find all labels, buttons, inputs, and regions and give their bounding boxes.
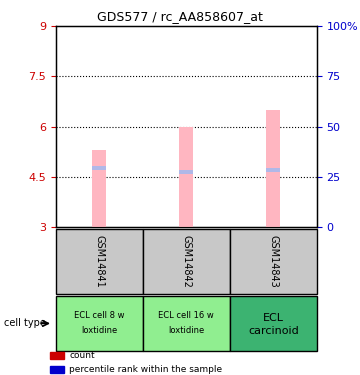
Text: GSM14841: GSM14841 xyxy=(94,235,104,288)
Text: count: count xyxy=(69,351,95,360)
Text: loxtidine: loxtidine xyxy=(168,326,204,334)
Text: GSM14842: GSM14842 xyxy=(181,235,191,288)
Text: percentile rank within the sample: percentile rank within the sample xyxy=(69,365,222,374)
Bar xyxy=(230,296,317,351)
Bar xyxy=(56,229,143,294)
Text: ECL cell 16 w: ECL cell 16 w xyxy=(158,310,214,320)
Bar xyxy=(92,166,106,170)
Bar xyxy=(179,127,193,227)
Bar xyxy=(143,229,230,294)
Bar xyxy=(230,229,317,294)
Bar xyxy=(143,296,230,351)
Bar xyxy=(266,168,280,172)
Text: ECL cell 8 w: ECL cell 8 w xyxy=(74,310,125,320)
Text: cell type: cell type xyxy=(4,318,45,328)
Bar xyxy=(92,150,106,227)
Text: ECL: ECL xyxy=(263,313,284,323)
Text: GSM14843: GSM14843 xyxy=(268,235,278,288)
Text: carcinoid: carcinoid xyxy=(248,326,299,336)
Bar xyxy=(179,170,193,174)
Text: loxtidine: loxtidine xyxy=(81,326,117,334)
Bar xyxy=(50,366,64,373)
Bar xyxy=(50,352,64,359)
Bar xyxy=(266,110,280,227)
Text: GDS577 / rc_AA858607_at: GDS577 / rc_AA858607_at xyxy=(97,10,263,24)
Bar xyxy=(56,296,143,351)
